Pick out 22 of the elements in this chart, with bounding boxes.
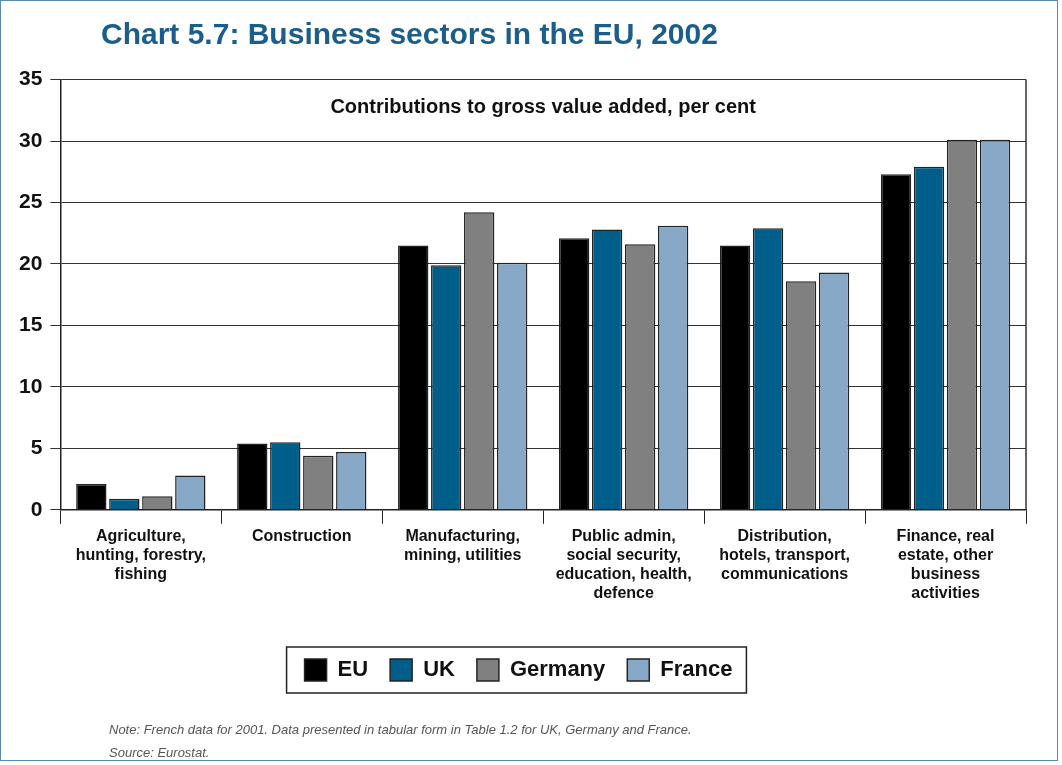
- legend-label: Germany: [509, 656, 607, 682]
- y-tick-label: 20: [19, 250, 43, 274]
- y-tick-label: 10: [19, 373, 43, 397]
- y-tick-label: 35: [19, 66, 43, 90]
- y-tick-label: 25: [19, 189, 43, 213]
- x-tick-label: Public admin, social security, education, health, defence: [555, 526, 692, 602]
- x-tick-label: Finance, real estate, other business activities: [896, 526, 995, 602]
- legend-label: EU: [337, 656, 369, 682]
- y-tick-label: 5: [30, 435, 43, 459]
- x-tick-label: Agriculture, hunting, forestry, fishing: [75, 526, 207, 583]
- y-tick-label: 0: [30, 496, 43, 520]
- y-tick-label: 30: [19, 127, 43, 151]
- x-tick-label: Construction: [252, 526, 352, 544]
- x-tick-label: Distribution, hotels, transport, communications: [719, 526, 850, 583]
- chart-title: Chart 5.7: Business sectors in the EU, 2002: [101, 17, 718, 51]
- text: Contributions to gross value added, per cent: [330, 95, 757, 118]
- text: Note: French data for 2001. Data presented in tabular form in Table 1.2 for UK, Germany and France.: [109, 721, 692, 739]
- legend-label: UK: [423, 656, 456, 682]
- legend-label: France: [660, 656, 733, 682]
- y-tick-label: 15: [19, 312, 43, 336]
- source-note: Source: Eurostat.: [109, 744, 211, 762]
- x-tick-label: Manufacturing, mining, utilities: [404, 526, 522, 564]
